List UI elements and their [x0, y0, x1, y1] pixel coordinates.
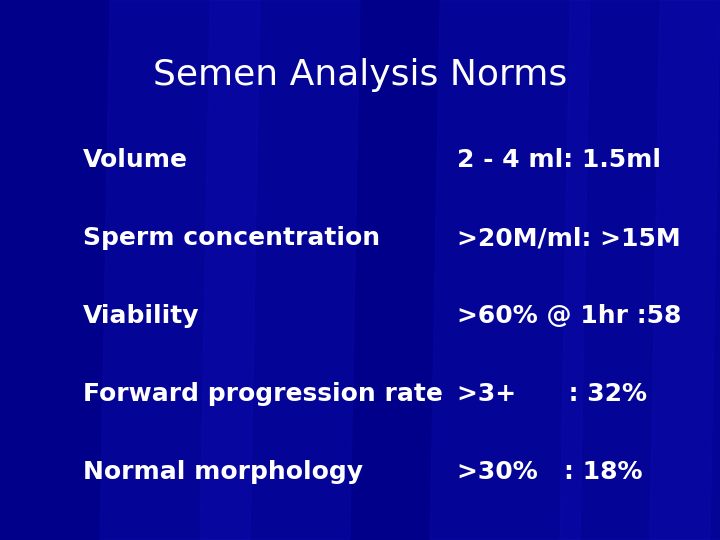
Text: Viability: Viability: [83, 304, 199, 328]
Text: Volume: Volume: [83, 148, 188, 172]
Polygon shape: [100, 0, 260, 540]
Text: >30%   : 18%: >30% : 18%: [457, 460, 643, 484]
Polygon shape: [430, 0, 590, 540]
Text: >60% @ 1hr :58: >60% @ 1hr :58: [457, 304, 682, 328]
Text: 2 - 4 ml: 1.5ml: 2 - 4 ml: 1.5ml: [457, 148, 661, 172]
Text: >3+      : 32%: >3+ : 32%: [457, 382, 647, 406]
Polygon shape: [200, 0, 360, 540]
Text: Sperm concentration: Sperm concentration: [83, 226, 380, 250]
Polygon shape: [650, 0, 720, 540]
Text: Semen Analysis Norms: Semen Analysis Norms: [153, 58, 567, 92]
Text: Forward progression rate: Forward progression rate: [83, 382, 443, 406]
Polygon shape: [560, 0, 720, 540]
Text: Normal morphology: Normal morphology: [83, 460, 363, 484]
Text: >20M/ml: >15M: >20M/ml: >15M: [457, 226, 681, 250]
